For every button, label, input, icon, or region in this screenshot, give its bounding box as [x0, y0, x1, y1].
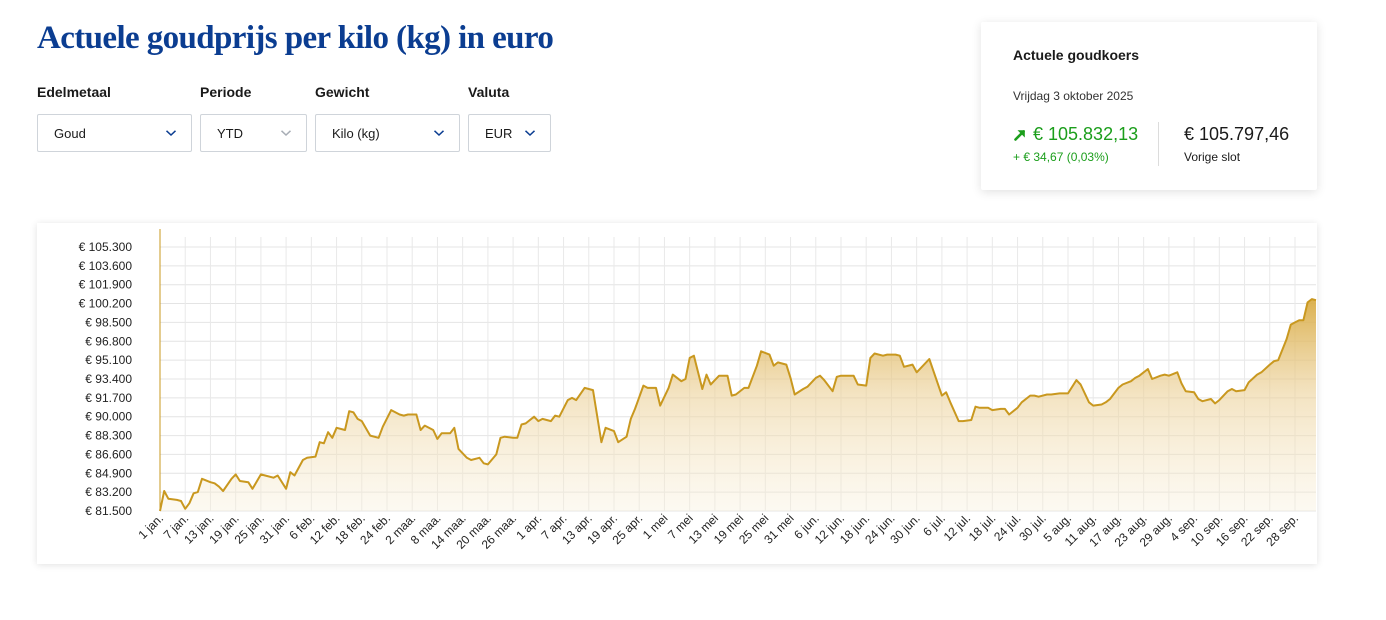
- gold-rate-card: Actuele goudkoers Vrijdag 3 oktober 2025…: [981, 22, 1317, 190]
- current-price-value: € 105.832,13: [1033, 124, 1139, 144]
- y-tick-label: € 95.100: [85, 353, 132, 367]
- y-tick-label: € 83.200: [85, 485, 132, 499]
- current-price: € 105.832,13: [1013, 124, 1138, 145]
- y-tick-label: € 91.700: [85, 391, 132, 405]
- x-tick-label: 12 jul.: [941, 511, 974, 544]
- chevron-down-icon: [433, 130, 445, 137]
- x-tick-label: 24 jul.: [991, 511, 1024, 544]
- previous-close-price: € 105.797,46: [1184, 124, 1290, 144]
- price-line: [159, 298, 1317, 512]
- arrow-up-right-icon: [1014, 129, 1025, 141]
- y-tick-label: € 93.400: [85, 372, 132, 386]
- price-chart: € 81.500 € 83.200 € 84.900 € 86.600 € 88.300…: [37, 223, 1317, 564]
- weight-select-value: Kilo (kg): [332, 125, 380, 141]
- chevron-down-icon: [524, 130, 536, 137]
- x-tick-label: 1 jan.: [135, 511, 166, 542]
- period-filter-label: Periode: [200, 84, 252, 100]
- currency-select[interactable]: EUR: [468, 114, 551, 152]
- page-title: Actuele goudprijs per kilo (kg) in euro: [37, 20, 554, 56]
- rate-date: Vrijdag 3 oktober 2025: [1013, 89, 1134, 103]
- x-axis: 1 jan.7 jan.13 jan.19 jan.25 jan.31 jan.…: [135, 511, 1301, 552]
- y-tick-label: € 96.800: [85, 334, 132, 348]
- card-divider: [1158, 122, 1159, 166]
- y-tick-label: € 84.900: [85, 466, 132, 480]
- currency-select-value: EUR: [485, 125, 513, 141]
- metal-filter-label: Edelmetaal: [37, 84, 111, 100]
- y-tick-label: € 105.300: [79, 240, 133, 254]
- currency-filter-label: Valuta: [468, 84, 510, 100]
- y-tick-label: € 90.000: [85, 410, 132, 424]
- previous-close-label: Vorige slot: [1184, 150, 1241, 164]
- y-tick-label: € 103.600: [79, 259, 133, 273]
- y-tick-label: € 101.900: [79, 278, 133, 292]
- metal-select[interactable]: Goud: [37, 114, 192, 152]
- y-tick-label: € 86.600: [85, 447, 132, 461]
- period-select-value: YTD: [217, 125, 243, 141]
- chevron-down-icon: [280, 130, 292, 137]
- price-change: + € 34,67 (0,03%): [1013, 150, 1109, 164]
- x-tick-label: 1 mei: [640, 511, 671, 542]
- y-axis: € 81.500 € 83.200 € 84.900 € 86.600 € 88.300…: [79, 240, 133, 518]
- y-tick-label: € 98.500: [85, 315, 132, 329]
- chart-svg: € 81.500 € 83.200 € 84.900 € 86.600 € 88.300…: [79, 229, 1317, 552]
- period-select[interactable]: YTD: [200, 114, 307, 152]
- weight-select[interactable]: Kilo (kg): [315, 114, 460, 152]
- chevron-down-icon: [165, 130, 177, 137]
- metal-select-value: Goud: [54, 125, 86, 141]
- price-area: [160, 299, 1316, 511]
- rate-card-title: Actuele goudkoers: [1013, 47, 1140, 63]
- x-tick-label: 1 apr.: [513, 511, 544, 542]
- y-tick-label: € 100.200: [79, 297, 133, 311]
- x-tick-label: 18 jul.: [966, 511, 999, 544]
- weight-filter-label: Gewicht: [315, 84, 370, 100]
- y-tick-label: € 81.500: [85, 504, 132, 518]
- y-tick-label: € 88.300: [85, 429, 132, 443]
